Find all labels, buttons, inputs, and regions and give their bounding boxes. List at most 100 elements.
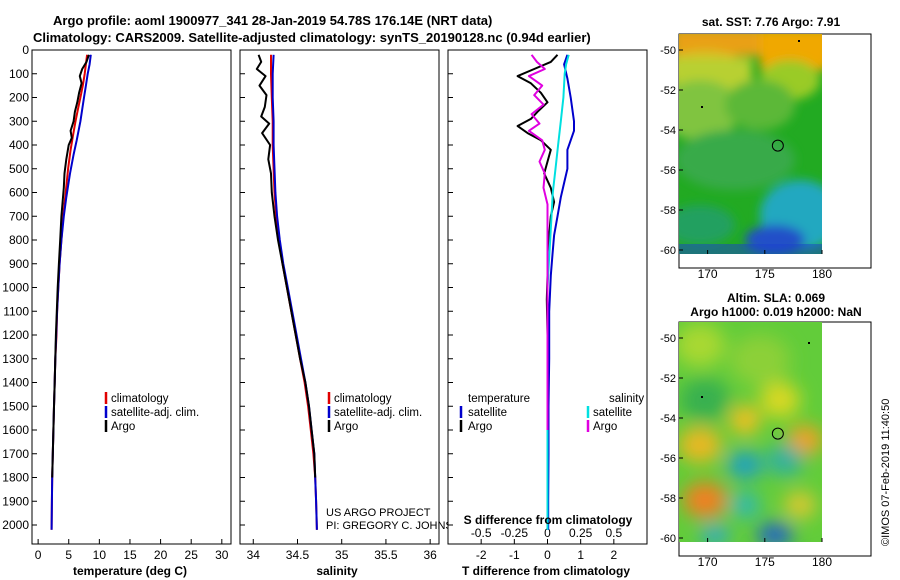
x-tick-label: 34 <box>247 548 261 562</box>
lat-tick-label: -54 <box>660 413 676 425</box>
s-tick-label: 0.25 <box>569 526 593 540</box>
lat-tick-label: -58 <box>660 493 676 505</box>
legend-label-s-satellite: satellite <box>593 407 632 419</box>
depth-tick-label: 900 <box>9 257 29 271</box>
lat-tick-label: -50 <box>660 45 676 57</box>
depth-tick-label: 1200 <box>2 328 29 342</box>
lon-tick-label: 180 <box>812 555 832 569</box>
s-tick-label: -0.5 <box>471 526 492 540</box>
sla-field <box>679 322 822 542</box>
depth-tick-label: 1900 <box>2 494 29 508</box>
lon-tick-label: 175 <box>755 555 775 569</box>
temperature-panel: 0100200300400500600700800900100011001200… <box>2 43 232 578</box>
lat-tick-label: -56 <box>660 165 676 177</box>
lat-tick-label: -58 <box>660 205 676 217</box>
legend-title-temperature: temperature <box>468 393 530 405</box>
legend-label-satellite: satellite-adj. clim. <box>334 407 422 419</box>
depth-tick-label: 0 <box>22 43 29 57</box>
legend-label-argo: Argo <box>334 421 358 433</box>
x-tick-label: 10 <box>93 548 107 562</box>
lat-tick-label: -60 <box>660 533 676 545</box>
lon-tick-label: 170 <box>698 267 718 281</box>
x-tick-label: 5 <box>65 548 72 562</box>
depth-tick-label: 600 <box>9 186 29 200</box>
sla-lat-axis: -50 -52 -54 -56 -58 -60 <box>660 333 683 545</box>
sla-map-panel: Altim. SLA: 0.069 Argo h1000: 0.019 h200… <box>660 291 872 569</box>
depth-tick-label: 2000 <box>2 518 29 532</box>
sst-field <box>679 34 822 254</box>
depth-tick-label: 500 <box>9 162 29 176</box>
t-difference-x-axis: -2 -1 0 1 2 <box>476 539 617 562</box>
sla-map-title: Altim. SLA: 0.069 <box>727 291 825 305</box>
sla-map-subtitle: Argo h1000: 0.019 h2000: NaN <box>690 305 861 319</box>
depth-tick-label: 1000 <box>2 281 29 295</box>
salinity-x-axis: 34 34.5 35 35.5 36 <box>247 539 437 562</box>
legend-label-t-satellite: satellite <box>468 407 507 419</box>
temperature-lines <box>50 54 92 530</box>
salinity-y-ticks <box>240 49 245 526</box>
difference-y-ticks <box>448 49 453 526</box>
x-tick-label: 15 <box>123 548 137 562</box>
depth-tick-label: 300 <box>9 114 29 128</box>
legend-label-t-argo: Argo <box>468 421 492 433</box>
depth-tick-label: 100 <box>9 67 29 81</box>
sst-argo-location-marker <box>771 139 784 152</box>
legend-label-climatology: climatology <box>111 393 169 405</box>
credit-project: US ARGO PROJECT <box>326 507 431 519</box>
x-tick-label: 20 <box>154 548 168 562</box>
lon-tick-label: 175 <box>755 267 775 281</box>
lat-tick-label: -50 <box>660 333 676 345</box>
difference-lines <box>516 54 575 530</box>
s-tick-label: -0.25 <box>501 526 529 540</box>
s-tick-label: 0 <box>544 526 551 540</box>
salinity-lines <box>255 54 318 530</box>
depth-tick-label: 700 <box>9 209 29 223</box>
depth-tick-label: 1400 <box>2 376 29 390</box>
depth-tick-label: 800 <box>9 233 29 247</box>
sla-argo-location-marker <box>771 427 784 440</box>
figure-title-line2: Climatology: CARS2009. Satellite-adjuste… <box>33 30 591 45</box>
lat-tick-label: -56 <box>660 453 676 465</box>
x-tick-label: 35 <box>335 548 349 562</box>
depth-tick-label: 1300 <box>2 352 29 366</box>
sst-lon-axis: 170 175 180 <box>698 250 832 281</box>
sst-map-title: sat. SST: 7.76 Argo: 7.91 <box>702 15 841 29</box>
x-tick-label: -2 <box>476 548 487 562</box>
s-tick-label: 0.5 <box>605 526 622 540</box>
temperature-x-axis: 0 5 10 15 20 25 30 <box>35 539 229 562</box>
series-line-s-argo <box>527 54 549 430</box>
depth-tick-label: 1800 <box>2 471 29 485</box>
legend-label-s-argo: Argo <box>593 421 617 433</box>
series-line-t-satellite <box>547 54 575 530</box>
credit-pi: PI: GREGORY C. JOHNSON <box>326 520 469 532</box>
depth-tick-label: 200 <box>9 91 29 105</box>
series-line-argo <box>255 54 317 478</box>
legend-label-satellite: satellite-adj. clim. <box>111 407 199 419</box>
t-difference-xlabel: T difference from climatology <box>462 564 630 578</box>
x-tick-label: 25 <box>185 548 199 562</box>
salinity-legend: climatology satellite-adj. clim. Argo <box>327 392 422 433</box>
s-difference-xlabel: S difference from climatology <box>464 513 633 527</box>
salinity-panel: 34 34.5 35 35.5 36 salinity climatology sate… <box>239 49 469 578</box>
depth-tick-label: 1500 <box>2 399 29 413</box>
depth-tick-label: 1700 <box>2 447 29 461</box>
sla-lon-axis: 170 175 180 <box>698 538 832 569</box>
x-tick-label: 1 <box>577 548 584 562</box>
x-tick-label: 0 <box>544 548 551 562</box>
depth-tick-label: 1100 <box>3 304 29 318</box>
lon-tick-label: 170 <box>698 555 718 569</box>
sst-map-panel: sat. SST: 7.76 Argo: 7.91 170 175 180 <box>660 15 872 281</box>
series-line-argo <box>51 54 90 478</box>
x-tick-label: 30 <box>215 548 229 562</box>
lat-tick-label: -54 <box>660 125 676 137</box>
lat-tick-label: -52 <box>660 373 676 385</box>
x-tick-label: 36 <box>423 548 437 562</box>
legend-label-argo: Argo <box>111 421 135 433</box>
lat-tick-label: -52 <box>660 85 676 97</box>
figure-title-line1: Argo profile: aoml 1900977_341 28-Jan-20… <box>53 13 492 28</box>
sst-lat-axis: -50 -52 -54 -56 -58 -60 <box>660 45 683 257</box>
temperature-legend: climatology satellite-adj. clim. Argo <box>104 392 199 433</box>
imos-watermark: ©IMOS 07-Feb-2019 11:40:50 <box>880 399 892 546</box>
depth-axis: 0 100 200 300 400 500 600 700 800 900 1000 1100 1200… <box>2 43 37 532</box>
